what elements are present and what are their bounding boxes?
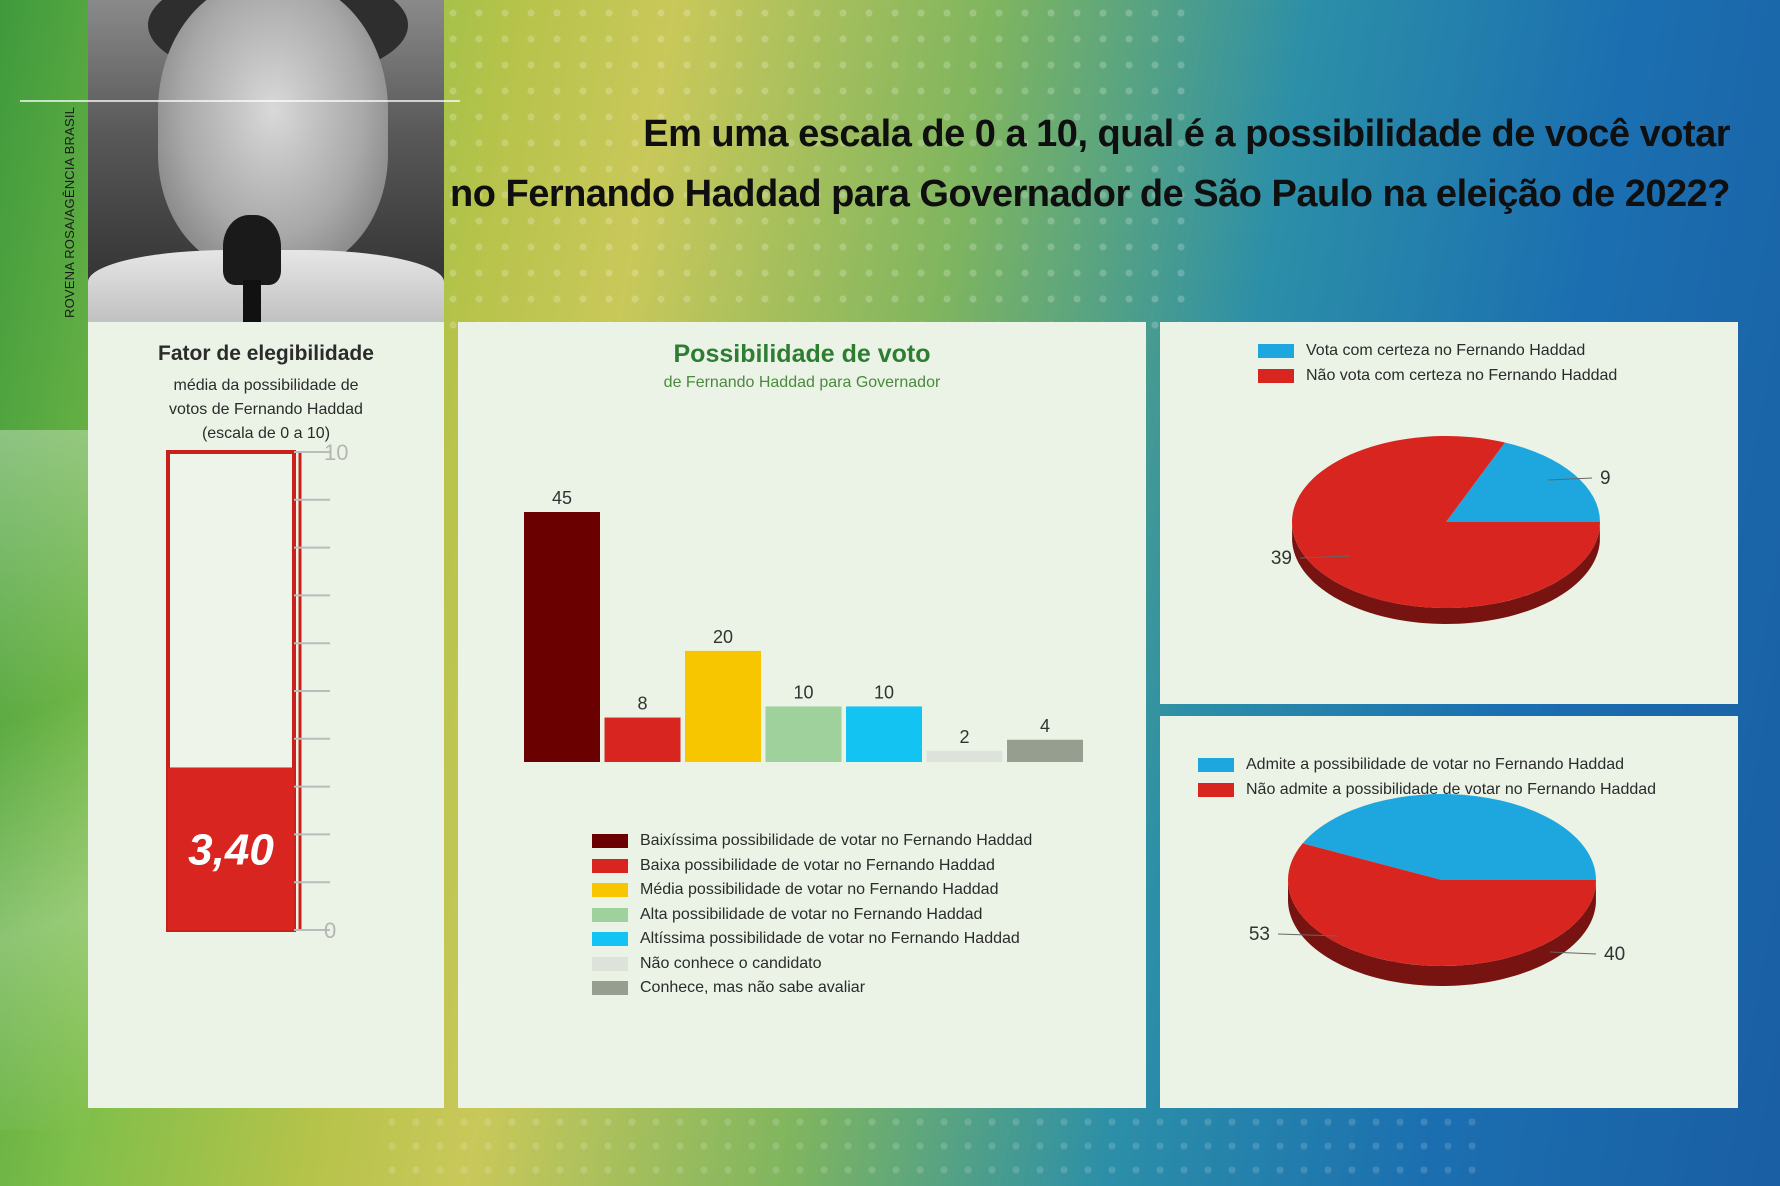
bar-legend-swatch-2 <box>592 858 628 873</box>
pie2-slice-1 <box>1446 442 1600 522</box>
pie2-legend-item-1: Vota com certeza no Fernando Haddad <box>1258 342 1585 360</box>
candidate-photo <box>88 0 444 322</box>
photo-divider-line <box>20 100 460 102</box>
main-title-line-2: no Fernando Haddad para Governador de Sã… <box>450 173 1730 215</box>
bar-3 <box>685 650 761 762</box>
bar-value-label-4: 10 <box>793 682 813 702</box>
bar-legend-item-7: Conhece, mas não sabe avaliar <box>592 979 865 997</box>
bar-legend-item-4: Alta possibilidade de votar no Fernando … <box>592 906 982 924</box>
bar-legend-swatch-6 <box>592 956 628 971</box>
eligibility-gauge: 10 0 3,40 <box>166 440 348 943</box>
photo-credit: ROVENA ROSA/AGÊNCIA BRASIL <box>62 106 77 318</box>
eligibility-subtitle-line-1: média da possibilidade de <box>173 377 359 394</box>
bar-legend-swatch-3 <box>592 883 628 897</box>
bar-legend-swatch-7 <box>592 981 628 995</box>
pie-certain-chart: 9 39 <box>1271 436 1611 624</box>
bar-6 <box>926 750 1003 762</box>
bar-4 <box>765 706 842 762</box>
bar-2 <box>604 717 681 762</box>
bar-legend-label-6: Não conhece o candidato <box>640 954 822 972</box>
pie2-legend-item-2: Não vota com certeza no Fernando Haddad <box>1258 367 1617 385</box>
bar-legend-item-3: Média possibilidade de votar no Fernando… <box>592 881 998 899</box>
microphone-handle <box>243 280 261 322</box>
pie2-value-label-1: 9 <box>1600 468 1611 489</box>
background-dot-pattern <box>440 0 1200 330</box>
eligibility-title: Fator de elegibilidade <box>158 342 374 365</box>
pie3-slice-2 <box>1288 843 1596 966</box>
bar-legend-item-1: Baixíssima possibilidade de votar no Fer… <box>592 832 1032 850</box>
pie2-leader-1 <box>1547 477 1593 481</box>
bar-7 <box>1007 739 1083 762</box>
bar-value-label-2: 8 <box>637 694 647 714</box>
pie-certain-panel: Vota com certeza no Fernando Haddad Não v… <box>1160 322 1738 704</box>
bar-legend-swatch-5 <box>592 932 628 946</box>
pie3-value-label-1: 40 <box>1604 944 1625 965</box>
bar-value-label-1: 45 <box>552 488 572 508</box>
vote-possibility-panel: Possibilidade de voto de Fernando Haddad… <box>458 322 1146 1108</box>
pie3-value-label-2: 53 <box>1249 924 1270 945</box>
bar-legend-label-4: Alta possibilidade de votar no Fernando … <box>640 905 983 923</box>
gauge-tick-label-max: 10 <box>324 440 348 465</box>
pie-admit-panel: Admite a possibilidade de votar no Ferna… <box>1160 716 1738 1108</box>
bar-legend-label-3: Média possibilidade de votar no Fernando… <box>640 881 999 898</box>
eligibility-panel: Fator de elegibilidade média da possibil… <box>88 322 444 1108</box>
pie2-slice-side-2 <box>1292 525 1600 624</box>
gauge-value-label: 3,40 <box>188 826 274 875</box>
bar-legend-item-6: Não conhece o candidato <box>592 955 821 973</box>
bar-legend-item-2: Baixa possibilidade de votar no Fernando… <box>592 857 995 875</box>
pie3-legend-swatch-1 <box>1198 758 1234 772</box>
bar-legend-label-2: Baixa possibilidade de votar no Fernando… <box>640 856 995 874</box>
pie2-legend-swatch-2 <box>1258 369 1294 383</box>
pie3-slice-side-2 <box>1288 880 1596 986</box>
bar-5 <box>846 706 922 762</box>
pie2-legend-swatch-1 <box>1258 344 1294 358</box>
pie3-legend-item-2: Não admite a possibilidade de votar no F… <box>1198 781 1656 799</box>
bar-legend-label-7: Conhece, mas não sabe avaliar <box>640 979 866 996</box>
pie3-leader-1 <box>1549 951 1597 955</box>
bar-chart-title: Possibilidade de voto <box>673 340 931 368</box>
bar-legend-item-5: Altíssima possibilidade de votar no Fern… <box>592 930 1020 948</box>
bar-1 <box>524 512 600 762</box>
background-dot-pattern-bottom <box>380 1110 1480 1180</box>
background-stripe <box>0 430 90 1130</box>
bar-legend-swatch-4 <box>592 907 628 922</box>
main-title-line-1: Em uma escala de 0 a 10, qual é a possib… <box>643 113 1730 155</box>
eligibility-subtitle-line-2: votos de Fernando Haddad <box>169 401 363 418</box>
pie3-legend-label-2: Não admite a possibilidade de votar no F… <box>1246 781 1657 798</box>
main-title: Em uma escala de 0 a 10, qual é a possib… <box>430 104 1730 224</box>
eligibility-subtitle-line-3: (escala de 0 a 10) <box>201 425 331 442</box>
pie3-slice-1 <box>1302 794 1596 880</box>
pie2-legend-label-2: Não vota com certeza no Fernando Haddad <box>1306 367 1618 384</box>
pie2-legend-label-1: Vota com certeza no Fernando Haddad <box>1306 342 1586 359</box>
bar-value-label-5: 10 <box>874 682 894 702</box>
pie3-leader-2 <box>1277 933 1339 937</box>
bar-legend-swatch-1 <box>592 834 628 848</box>
pie3-legend-item-1: Admite a possibilidade de votar no Ferna… <box>1198 756 1624 774</box>
pie2-leader-2 <box>1299 555 1351 559</box>
pie3-legend-swatch-2 <box>1198 783 1234 797</box>
bar-legend-label-1: Baixíssima possibilidade de votar no Fer… <box>640 832 1033 849</box>
pie2-slice-2 <box>1292 436 1600 608</box>
vote-possibility-bar-chart: 45 8 20 10 10 2 4 <box>524 488 1083 762</box>
pie-admit-chart: 40 53 <box>1249 794 1625 986</box>
microphone-icon <box>223 215 281 285</box>
bar-chart-subtitle: de Fernando Haddad para Governador <box>663 374 941 391</box>
eligibility-subtitle: média da possibilidade de votos de Ferna… <box>128 374 404 446</box>
bar-value-label-6: 2 <box>959 727 969 747</box>
gauge-tick-label-min: 0 <box>324 918 336 943</box>
gauge-fill <box>168 767 294 930</box>
bar-value-label-3: 20 <box>713 627 733 647</box>
bar-legend-label-5: Altíssima possibilidade de votar no Fern… <box>640 930 1020 947</box>
pie2-value-label-2: 39 <box>1271 548 1292 569</box>
bar-value-label-7: 4 <box>1040 716 1050 736</box>
pie3-legend-label-1: Admite a possibilidade de votar no Ferna… <box>1246 756 1625 773</box>
